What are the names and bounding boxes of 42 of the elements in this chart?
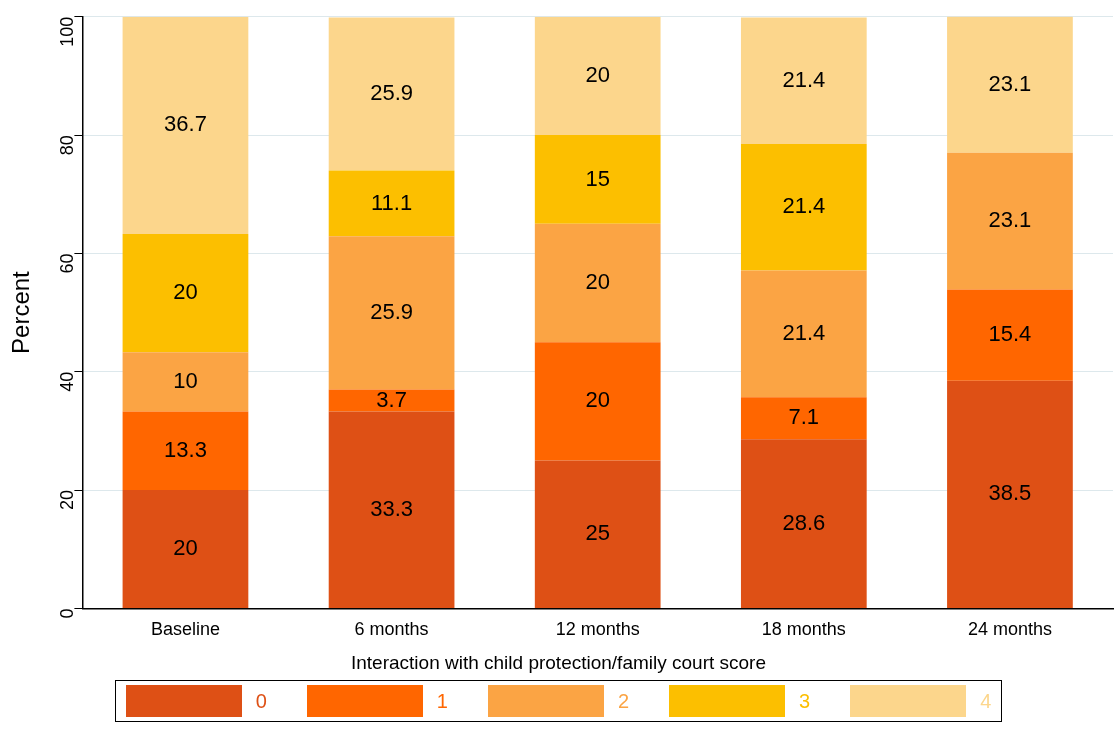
data-label: 20 (585, 62, 610, 88)
data-label: 20 (173, 279, 198, 305)
data-label: 25 (585, 520, 610, 546)
text: 0 (255, 689, 267, 713)
data-label: 20 (585, 269, 610, 295)
data-label: 38.5 (988, 480, 1032, 506)
legend-title: Interaction with child protection/family court score (350, 652, 767, 674)
x-tick-label: Baseline (150, 619, 220, 640)
y-tick-label: 40 (57, 371, 78, 392)
data-label: 20 (585, 387, 610, 413)
data-label: 15 (585, 165, 610, 191)
y-axis-title: Percent (7, 270, 35, 354)
text: 4 (980, 689, 992, 713)
data-label: 36.7 (164, 111, 207, 137)
y-tick-label: 0 (57, 608, 78, 619)
data-label: 3.7 (376, 386, 407, 412)
x-tick-label: 18 months (761, 619, 846, 640)
y-tick-label: 80 (57, 135, 78, 156)
data-label: 23.1 (988, 207, 1032, 233)
x-tick-label: 24 months (967, 619, 1052, 640)
data-label: 33.3 (370, 495, 413, 521)
y-tick-label: 20 (57, 490, 78, 511)
data-label: 25.9 (370, 298, 413, 324)
x-tick-label: 6 months (354, 619, 429, 640)
data-label: 20 (173, 535, 198, 561)
text: 3 (799, 689, 811, 713)
data-label: 23.1 (988, 70, 1032, 96)
data-label: 25.9 (370, 80, 413, 106)
x-tick-label: 12 months (555, 619, 640, 640)
data-label: 21.4 (782, 66, 826, 92)
text: 2 (617, 689, 630, 713)
data-label: 21.4 (782, 193, 826, 219)
y-tick-label: 60 (57, 253, 78, 274)
text: 1 (436, 689, 448, 713)
data-label: 10 (173, 367, 198, 393)
y-tick-label: 100 (57, 16, 78, 47)
data-label: 28.6 (782, 509, 826, 535)
data-label: 15.4 (988, 321, 1032, 347)
data-label: 11.1 (370, 189, 413, 215)
data-label: 21.4 (782, 319, 826, 345)
data-label: 7.1 (788, 404, 820, 430)
data-label: 13.3 (164, 436, 207, 462)
